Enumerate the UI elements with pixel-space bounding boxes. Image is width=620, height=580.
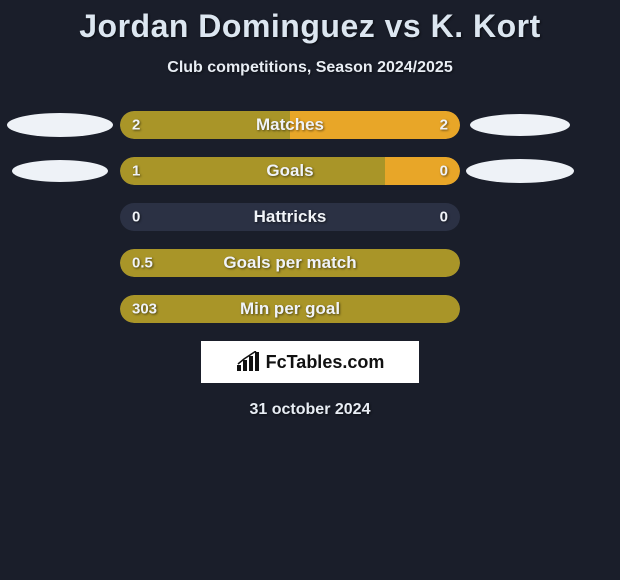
stat-label: Matches xyxy=(256,115,324,135)
date-text: 31 october 2024 xyxy=(0,401,620,419)
page-title: Jordan Dominguez vs K. Kort xyxy=(0,0,620,45)
stat-label: Goals per match xyxy=(223,253,356,273)
left-value: 1 xyxy=(132,163,140,180)
stat-row: 1 Goals 0 xyxy=(0,157,620,185)
left-value: 0 xyxy=(132,209,140,226)
bar-track: 1 Goals 0 xyxy=(120,157,460,185)
right-icon xyxy=(470,114,570,136)
stat-label: Hattricks xyxy=(254,207,327,227)
left-icon xyxy=(12,160,108,182)
stat-row: 0.5 Goals per match xyxy=(0,249,620,277)
bar-track: 303 Min per goal xyxy=(120,295,460,323)
right-value: 0 xyxy=(440,163,448,180)
bar-right xyxy=(385,157,460,185)
left-icon xyxy=(7,113,113,137)
stats-container: 2 Matches 2 1 Goals 0 0 xyxy=(0,111,620,323)
bar-track: 0 Hattricks 0 xyxy=(120,203,460,231)
right-badge-slot xyxy=(460,114,580,136)
logo-box: FcTables.com xyxy=(201,341,419,383)
right-value: 2 xyxy=(440,117,448,134)
stat-row: 2 Matches 2 xyxy=(0,111,620,139)
left-badge-slot xyxy=(0,160,120,182)
right-badge-slot xyxy=(460,159,580,183)
stat-label: Goals xyxy=(266,161,313,181)
bar-left xyxy=(120,157,385,185)
logo-text: FcTables.com xyxy=(266,352,385,373)
logo: FcTables.com xyxy=(236,351,385,373)
bar-track: 2 Matches 2 xyxy=(120,111,460,139)
stat-row: 303 Min per goal xyxy=(0,295,620,323)
left-value: 2 xyxy=(132,117,140,134)
left-value: 303 xyxy=(132,301,157,318)
stat-label: Min per goal xyxy=(240,299,340,319)
bar-chart-icon xyxy=(236,351,262,373)
stat-row: 0 Hattricks 0 xyxy=(0,203,620,231)
left-badge-slot xyxy=(0,113,120,137)
left-value: 0.5 xyxy=(132,255,153,272)
right-icon xyxy=(466,159,574,183)
bar-track: 0.5 Goals per match xyxy=(120,249,460,277)
right-value: 0 xyxy=(440,209,448,226)
subtitle: Club competitions, Season 2024/2025 xyxy=(0,59,620,77)
